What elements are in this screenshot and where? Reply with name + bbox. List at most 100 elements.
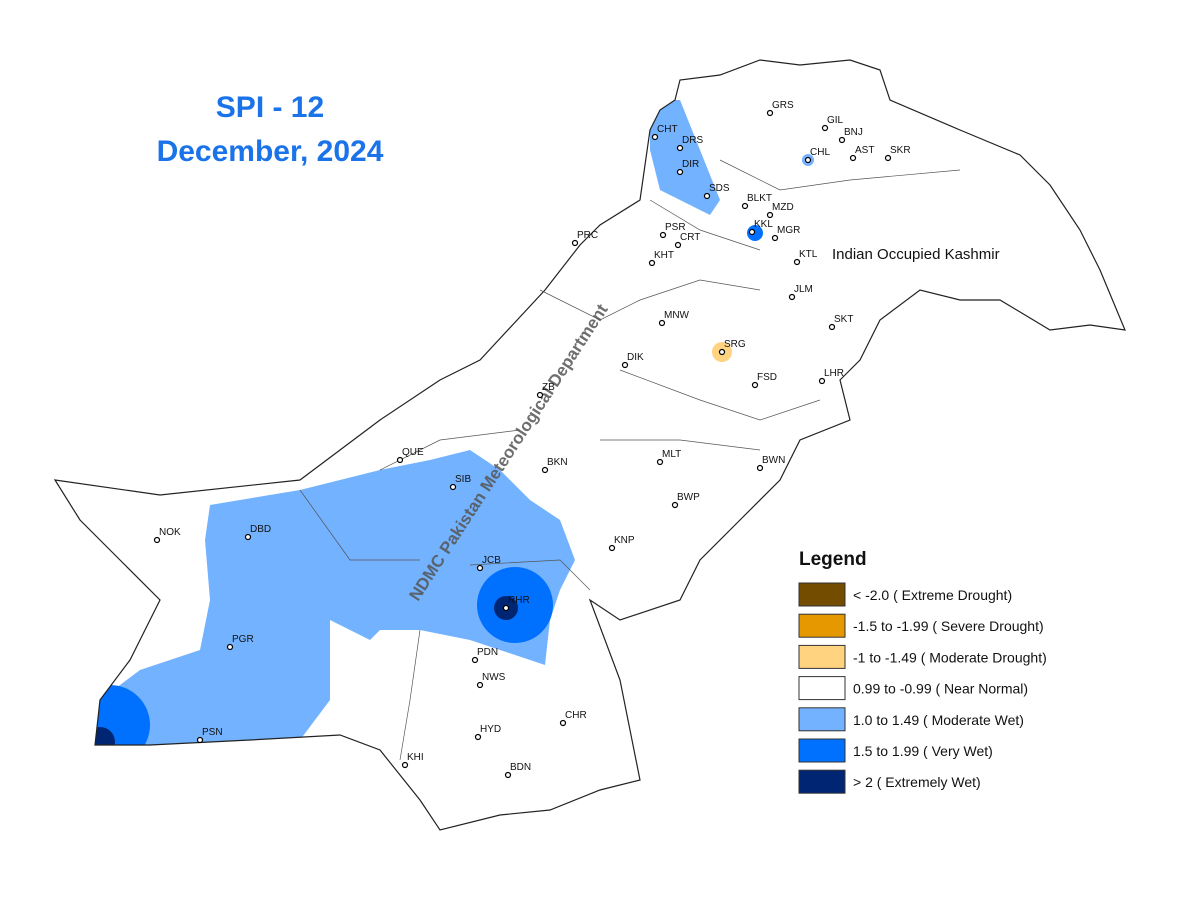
station-label: PDN (477, 647, 498, 658)
station-dot (396, 456, 404, 464)
station-label: NOK (159, 527, 181, 538)
station-label: GIL (827, 115, 844, 126)
station-dot (828, 323, 836, 331)
legend-label: 0.99 to -0.99 ( Near Normal) (853, 681, 1028, 697)
station-label: BKN (547, 457, 568, 468)
station-label: DIK (627, 352, 644, 363)
station-label: MNW (664, 310, 690, 321)
station-dot (244, 533, 252, 541)
district-boundaries (299, 159, 961, 761)
station-label: PSR (665, 222, 686, 233)
station-label: KTL (799, 249, 818, 260)
station-label: CHT (657, 124, 678, 135)
station-label: PSN (202, 727, 223, 738)
station-dot (676, 144, 684, 152)
legend-label: 1.0 to 1.49 ( Moderate Wet) (853, 712, 1024, 728)
station-label: QUE (402, 447, 424, 458)
station-label: MGR (777, 225, 800, 236)
title-line: December, 2024 (157, 135, 384, 168)
title-line: SPI - 12 (216, 91, 324, 124)
station-dot (676, 168, 684, 176)
legend-swatch (798, 738, 846, 763)
station-label: CRT (680, 232, 700, 243)
station-dot (788, 293, 796, 301)
very-wet-zone (70, 685, 150, 765)
station-label: LHR (824, 368, 844, 379)
moderate-wet-zone (650, 100, 720, 215)
station-dot (153, 536, 161, 544)
spi-zones (70, 100, 814, 765)
legend: < -2.0 ( Extreme Drought) -1.5 to -1.99 (… (798, 582, 1047, 794)
station-label: BNJ (844, 127, 863, 138)
station-dot (559, 719, 567, 727)
station-dot (793, 258, 801, 266)
station-dot (571, 239, 579, 247)
station-label: KHI (407, 752, 424, 763)
station-dot (821, 124, 829, 132)
station-dot (536, 391, 544, 399)
station-label: BWP (677, 492, 700, 503)
station-label: DIR (682, 159, 699, 170)
station-dot (671, 501, 679, 509)
station-dot (818, 377, 826, 385)
legend-swatch (798, 769, 846, 794)
station-dot (766, 109, 774, 117)
station-label: RHR (508, 595, 530, 606)
station-label: SKT (834, 314, 853, 325)
station-dot (659, 231, 667, 239)
station-label: MZD (772, 202, 794, 213)
station-label: SDS (709, 183, 730, 194)
station-dot (471, 656, 479, 664)
station-label: PRC (577, 230, 598, 241)
station-dot (658, 319, 666, 327)
station-dot (476, 681, 484, 689)
station-label: MLT (662, 449, 681, 460)
station-dot (766, 211, 774, 219)
station-dot (621, 361, 629, 369)
station-label: JCB (482, 555, 501, 566)
station-dot (449, 483, 457, 491)
legend-label: 1.5 to 1.99 ( Very Wet) (853, 743, 993, 759)
station-dot (838, 136, 846, 144)
station-dot (226, 643, 234, 651)
station-label: BDN (510, 762, 531, 773)
station-dot (751, 381, 759, 389)
station-dot (474, 733, 482, 741)
legend-swatch (798, 676, 846, 701)
station-label: BLKT (747, 193, 772, 204)
station-dot (804, 156, 812, 164)
station-label: BWN (762, 455, 785, 466)
legend-swatch (798, 613, 846, 638)
station-dot (541, 466, 549, 474)
station-dot (849, 154, 857, 162)
station-label: AST (855, 145, 874, 156)
station-label: KKL (754, 219, 773, 230)
station-dot (648, 259, 656, 267)
station-label: SIB (455, 474, 471, 485)
legend-swatch (798, 707, 846, 732)
station-label: GRS (772, 100, 794, 111)
station-label: KNP (614, 535, 635, 546)
moderate-wet-zone (95, 450, 575, 745)
legend-label: > 2 ( Extremely Wet) (853, 774, 981, 790)
station-dot (401, 761, 409, 769)
legend-label: < -2.0 ( Extreme Drought) (853, 587, 1012, 603)
station-dot (884, 154, 892, 162)
very-wet-zone (747, 225, 763, 241)
legend-title: Legend (799, 549, 867, 570)
station-dot (651, 133, 659, 141)
region-label: Indian Occupied Kashmir (832, 246, 1000, 263)
station-dot (196, 736, 204, 744)
station-label: DBD (250, 524, 271, 535)
station-label: FSD (757, 372, 777, 383)
station-label: CHR (565, 710, 587, 721)
station-dot (476, 564, 484, 572)
station-dot (748, 228, 756, 236)
station-label: PGR (232, 634, 254, 645)
station-label: HYD (480, 724, 501, 735)
legend-swatch (798, 644, 846, 669)
station-dot (718, 348, 726, 356)
station-label: SKR (890, 145, 911, 156)
